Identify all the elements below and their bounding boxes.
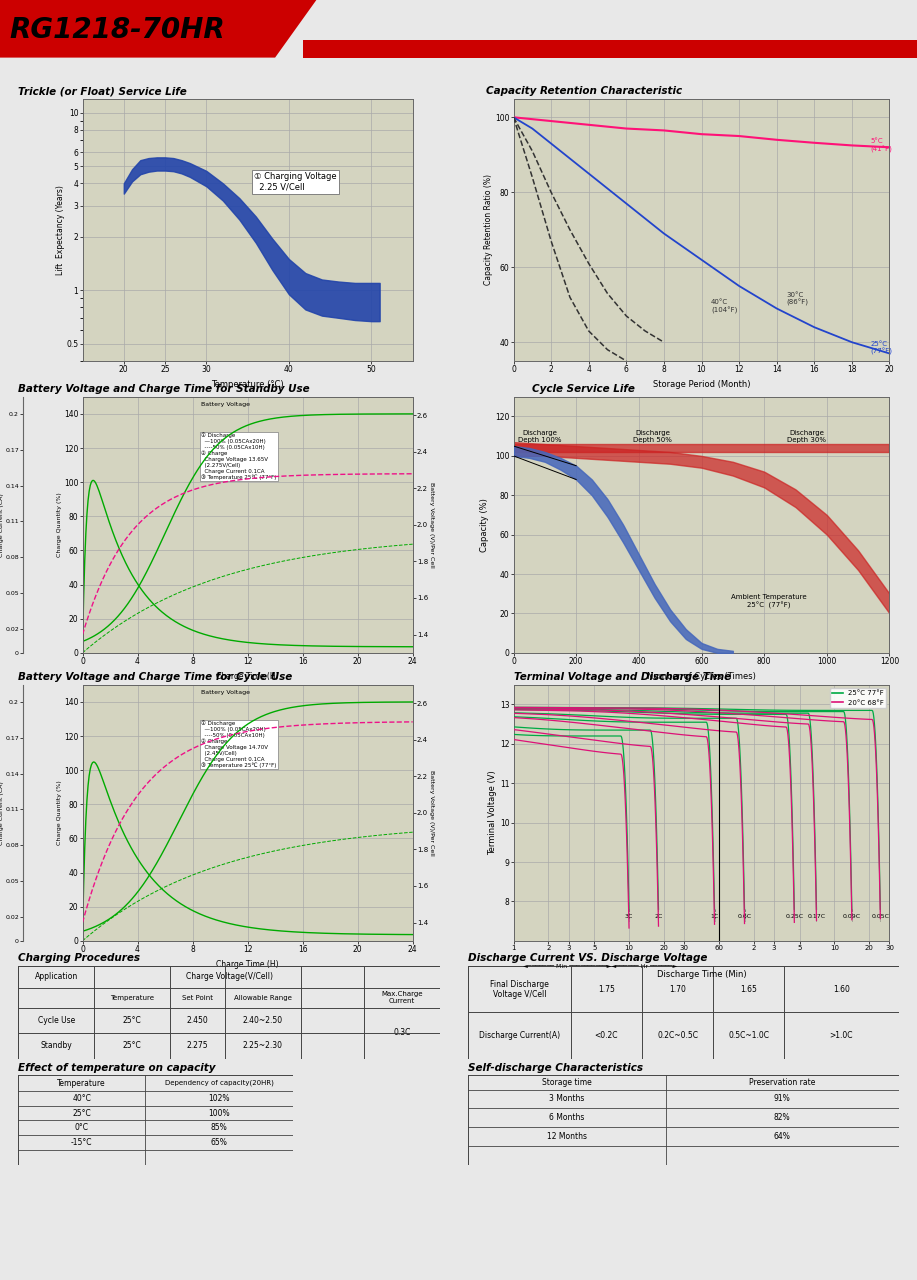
Text: 2.450: 2.450: [187, 1016, 208, 1025]
Text: 2C: 2C: [655, 914, 663, 919]
Text: Standby: Standby: [40, 1041, 72, 1050]
X-axis label: Storage Period (Month): Storage Period (Month): [653, 380, 750, 389]
X-axis label: Number of Cycles (Times): Number of Cycles (Times): [647, 672, 756, 681]
Text: ◄─────── Min ──────────►◄────── Hr ──────►: ◄─────── Min ──────────►◄────── Hr ─────…: [523, 964, 677, 969]
Text: Battery Voltage: Battery Voltage: [202, 402, 250, 407]
Y-axis label: Lift  Expectancy (Years): Lift Expectancy (Years): [56, 184, 65, 275]
Text: 0.05C: 0.05C: [871, 914, 889, 919]
Text: Charging Procedures: Charging Procedures: [18, 952, 140, 963]
Text: 25°C: 25°C: [72, 1108, 91, 1117]
Text: 30°C
(86°F): 30°C (86°F): [786, 292, 808, 306]
Text: 0°C: 0°C: [74, 1124, 89, 1133]
Text: 102%: 102%: [208, 1093, 230, 1102]
Text: 25°C: 25°C: [123, 1016, 141, 1025]
Y-axis label: Charge Current (CA): Charge Current (CA): [0, 493, 4, 557]
Text: 0.3C: 0.3C: [393, 1028, 411, 1037]
Text: ① Discharge
  —100% (0.05CAx20H)
  ----50% (0.05CAx10H)
② Charge
  Charge Voltag: ① Discharge —100% (0.05CAx20H) ----50% (…: [202, 721, 277, 768]
Text: 25°C
(77°F): 25°C (77°F): [871, 340, 892, 355]
Text: Self-discharge Characteristics: Self-discharge Characteristics: [468, 1062, 643, 1073]
Text: Charge Voltage(V/Cell): Charge Voltage(V/Cell): [186, 973, 272, 982]
Text: Max.Charge
Current: Max.Charge Current: [381, 992, 423, 1004]
Text: 1.65: 1.65: [740, 984, 757, 995]
Y-axis label: Capacity (%): Capacity (%): [481, 498, 490, 552]
Text: 0.09C: 0.09C: [843, 914, 861, 919]
Text: ① Charging Voltage
  2.25 V/Cell: ① Charging Voltage 2.25 V/Cell: [254, 172, 337, 192]
Text: 64%: 64%: [774, 1132, 790, 1140]
Text: >1.0C: >1.0C: [830, 1030, 853, 1041]
Text: 100%: 100%: [208, 1108, 230, 1117]
Text: Ambient Temperature
25°C  (77°F): Ambient Temperature 25°C (77°F): [732, 594, 807, 609]
Text: 25°C: 25°C: [123, 1041, 141, 1050]
Y-axis label: Battery Voltage (V)/Per Cell: Battery Voltage (V)/Per Cell: [429, 771, 435, 855]
Text: RG1218-70HR: RG1218-70HR: [9, 15, 225, 44]
Text: 3 Months: 3 Months: [549, 1094, 584, 1103]
Text: 2.275: 2.275: [187, 1041, 208, 1050]
Text: <0.2C: <0.2C: [595, 1030, 618, 1041]
Text: 40°C: 40°C: [72, 1093, 91, 1102]
Y-axis label: Charge Current (CA): Charge Current (CA): [0, 781, 4, 845]
Text: 0.5C~1.0C: 0.5C~1.0C: [728, 1030, 769, 1041]
Y-axis label: Capacity Retention Ratio (%): Capacity Retention Ratio (%): [484, 174, 493, 285]
Text: Discharge Current(A): Discharge Current(A): [479, 1030, 560, 1041]
Text: ① Discharge
  —100% (0.05CAx20H)
  ----50% (0.05CAx10H)
② Charge
  Charge Voltag: ① Discharge —100% (0.05CAx20H) ----50% (…: [202, 433, 277, 480]
Text: 40°C
(104°F): 40°C (104°F): [711, 300, 737, 314]
Text: 0.17C: 0.17C: [808, 914, 825, 919]
Text: Temperature: Temperature: [57, 1079, 106, 1088]
FancyArrow shape: [303, 40, 917, 58]
X-axis label: Charge Time (H): Charge Time (H): [216, 960, 279, 969]
Text: Application: Application: [35, 973, 78, 982]
Text: Trickle (or Float) Service Life: Trickle (or Float) Service Life: [18, 86, 187, 96]
Text: Cycle Service Life: Cycle Service Life: [532, 384, 635, 394]
Text: 82%: 82%: [774, 1114, 790, 1123]
Text: 1C: 1C: [711, 914, 719, 919]
Polygon shape: [0, 0, 316, 58]
Text: 91%: 91%: [774, 1094, 790, 1103]
Text: Temperature: Temperature: [110, 995, 154, 1001]
Text: 0.25C: 0.25C: [785, 914, 803, 919]
Text: Terminal Voltage and Discharge Time: Terminal Voltage and Discharge Time: [514, 672, 731, 682]
Text: 65%: 65%: [211, 1138, 227, 1147]
Text: 85%: 85%: [211, 1124, 227, 1133]
Text: 5°C
(41°F): 5°C (41°F): [871, 138, 892, 152]
Text: Preservation rate: Preservation rate: [749, 1078, 815, 1087]
Text: 0.6C: 0.6C: [737, 914, 752, 919]
Text: 0.2C~0.5C: 0.2C~0.5C: [657, 1030, 698, 1041]
Y-axis label: Battery Voltage (V)/Per Cell: Battery Voltage (V)/Per Cell: [429, 483, 435, 567]
X-axis label: Charge Time (H): Charge Time (H): [216, 672, 279, 681]
Text: 3C: 3C: [624, 914, 634, 919]
Text: 2.40~2.50: 2.40~2.50: [243, 1016, 283, 1025]
Text: -15°C: -15°C: [71, 1138, 93, 1147]
Legend: 25°C 77°F, 20°C 68°F: 25°C 77°F, 20°C 68°F: [830, 689, 886, 708]
Text: Battery Voltage and Charge Time for Cycle Use: Battery Voltage and Charge Time for Cycl…: [18, 672, 293, 682]
Text: Discharge Time (Min): Discharge Time (Min): [657, 970, 746, 979]
Text: Discharge
Depth 30%: Discharge Depth 30%: [788, 430, 826, 443]
Text: Effect of temperature on capacity: Effect of temperature on capacity: [18, 1062, 215, 1073]
Text: Battery Voltage: Battery Voltage: [202, 690, 250, 695]
Text: Battery Voltage and Charge Time for Standby Use: Battery Voltage and Charge Time for Stan…: [18, 384, 310, 394]
X-axis label: Temperature (°C): Temperature (°C): [211, 380, 284, 389]
Text: 1.70: 1.70: [669, 984, 686, 995]
Text: Discharge
Depth 100%: Discharge Depth 100%: [518, 430, 561, 443]
Text: 1.60: 1.60: [833, 984, 850, 995]
Y-axis label: Charge Quantity (%): Charge Quantity (%): [58, 493, 62, 557]
Text: 2.25~2.30: 2.25~2.30: [243, 1041, 283, 1050]
Text: Dependency of capacity(20HR): Dependency of capacity(20HR): [165, 1080, 273, 1087]
Text: Final Discharge
Voltage V/Cell: Final Discharge Voltage V/Cell: [490, 980, 549, 998]
Y-axis label: Terminal Voltage (V): Terminal Voltage (V): [488, 771, 497, 855]
Text: Allowable Range: Allowable Range: [234, 995, 292, 1001]
Text: 1.75: 1.75: [598, 984, 615, 995]
Y-axis label: Charge Quantity (%): Charge Quantity (%): [58, 781, 62, 845]
Text: Capacity Retention Characteristic: Capacity Retention Characteristic: [486, 86, 682, 96]
Text: Set Point: Set Point: [182, 995, 213, 1001]
Text: Cycle Use: Cycle Use: [38, 1016, 75, 1025]
Text: 6 Months: 6 Months: [549, 1114, 584, 1123]
Text: Storage time: Storage time: [542, 1078, 591, 1087]
Text: Discharge Current VS. Discharge Voltage: Discharge Current VS. Discharge Voltage: [468, 952, 707, 963]
Text: 12 Months: 12 Months: [547, 1132, 587, 1140]
Text: Discharge
Depth 50%: Discharge Depth 50%: [634, 430, 672, 443]
